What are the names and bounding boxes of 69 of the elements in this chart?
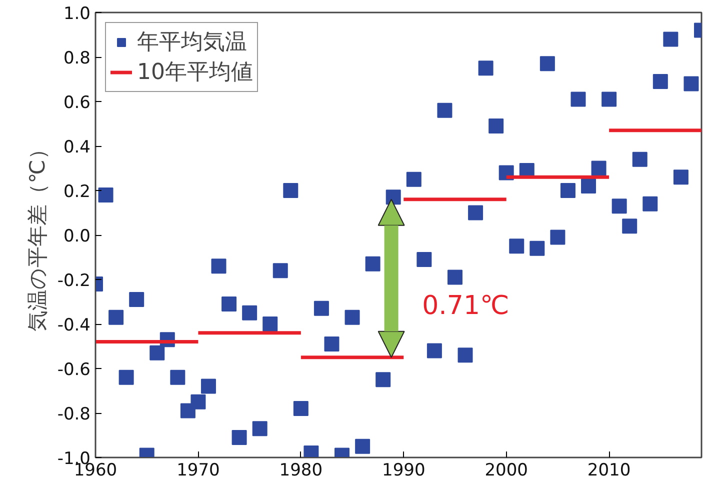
x-tick-label: 2000 bbox=[484, 460, 528, 480]
point bbox=[673, 170, 688, 185]
point bbox=[663, 32, 678, 47]
x-tick-label: 2010 bbox=[587, 460, 631, 480]
point bbox=[242, 305, 258, 320]
point bbox=[581, 178, 596, 194]
point bbox=[622, 218, 638, 234]
point bbox=[447, 270, 462, 285]
y-tick-label: -0.8 bbox=[57, 404, 90, 424]
point bbox=[376, 372, 391, 388]
point bbox=[478, 60, 494, 76]
point bbox=[190, 394, 206, 410]
point bbox=[550, 230, 566, 245]
y-tick-label: 0.0 bbox=[63, 226, 91, 246]
point bbox=[324, 336, 340, 352]
legend-label: 年平均気温 bbox=[137, 29, 247, 57]
annotation: 0.71℃ bbox=[422, 291, 510, 322]
point bbox=[150, 345, 165, 360]
y-tick-label: 0.2 bbox=[63, 182, 91, 202]
point bbox=[262, 316, 278, 332]
point bbox=[468, 205, 484, 220]
point bbox=[602, 92, 617, 107]
point bbox=[632, 152, 648, 167]
x-tick-label: 1980 bbox=[279, 460, 323, 480]
point bbox=[426, 343, 442, 358]
point bbox=[344, 310, 360, 325]
y-tick-label: 0.4 bbox=[63, 138, 91, 158]
point bbox=[570, 92, 586, 107]
point bbox=[98, 187, 114, 202]
point bbox=[416, 252, 432, 267]
point bbox=[591, 160, 606, 176]
point bbox=[652, 74, 668, 89]
x-tick-label: 1990 bbox=[382, 460, 426, 480]
point bbox=[252, 421, 268, 436]
point bbox=[314, 300, 329, 316]
y-tick-label: -0.4 bbox=[57, 316, 90, 336]
point bbox=[437, 102, 452, 118]
point bbox=[365, 256, 380, 272]
point bbox=[283, 183, 298, 198]
point bbox=[509, 238, 524, 254]
point bbox=[222, 296, 237, 312]
point bbox=[211, 258, 226, 274]
point bbox=[458, 348, 473, 363]
y-tick-label: 0.6 bbox=[63, 93, 91, 113]
point bbox=[232, 430, 247, 445]
y-tick-label: 0.8 bbox=[63, 48, 91, 68]
point bbox=[108, 310, 124, 325]
point bbox=[170, 370, 186, 385]
point bbox=[488, 118, 504, 134]
point bbox=[129, 292, 144, 308]
point bbox=[118, 370, 134, 385]
point bbox=[540, 56, 555, 72]
point bbox=[684, 76, 699, 92]
point bbox=[560, 183, 576, 198]
y-tick-label: -0.6 bbox=[57, 360, 90, 380]
y-tick-label: -0.2 bbox=[57, 271, 90, 291]
point bbox=[530, 240, 545, 256]
point bbox=[200, 378, 216, 394]
point bbox=[612, 198, 627, 214]
point bbox=[293, 401, 308, 416]
x-tick-label: 1970 bbox=[176, 460, 220, 480]
point bbox=[406, 172, 422, 187]
point bbox=[272, 263, 288, 278]
point bbox=[386, 190, 401, 205]
y-tick-label: 1.0 bbox=[63, 4, 91, 24]
legend-label: 10年平均値 bbox=[137, 59, 253, 87]
point bbox=[642, 196, 658, 212]
point bbox=[355, 438, 370, 454]
y-axis-title: 気温の平年差（℃） bbox=[25, 138, 50, 332]
